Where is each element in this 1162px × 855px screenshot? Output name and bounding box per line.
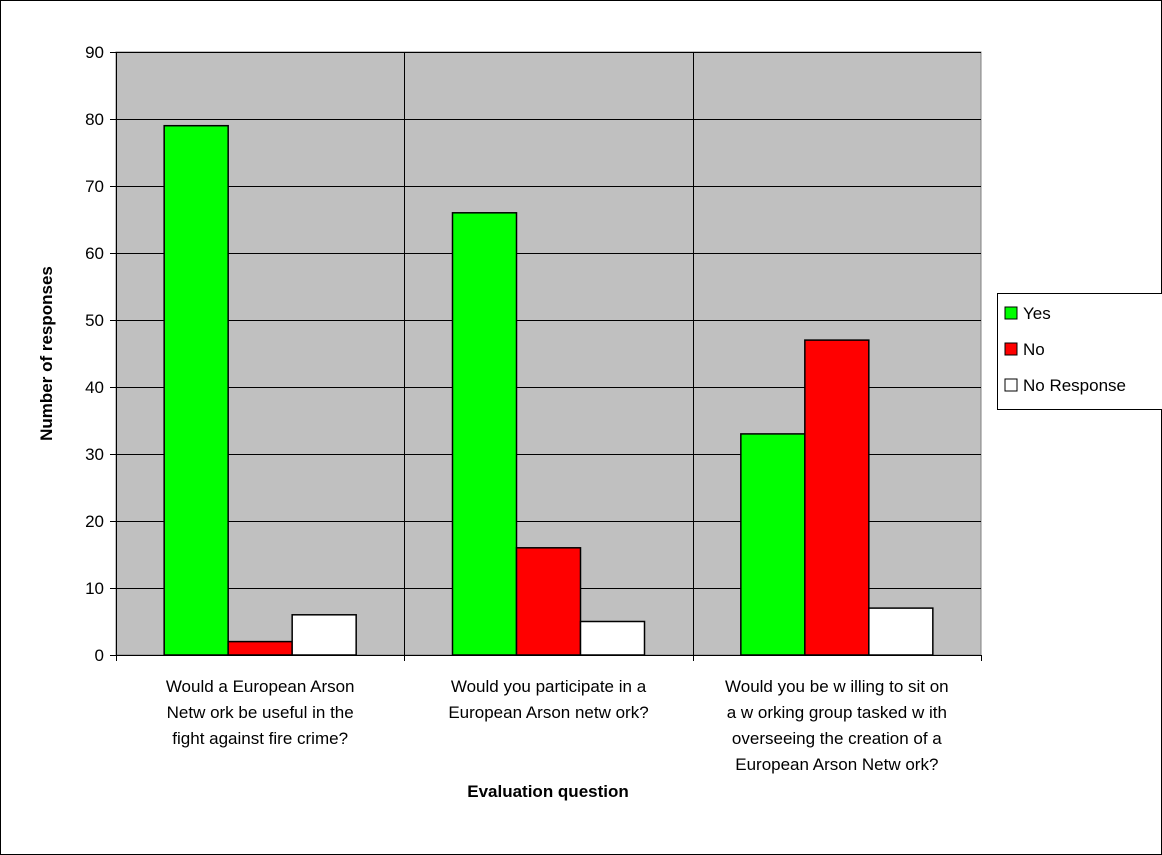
bars [163, 124, 934, 656]
y-tick-label: 80 [85, 110, 104, 129]
x-category-label-line: overseeing the creation of a [732, 729, 942, 748]
bar-no-response-3 [868, 607, 934, 656]
x-category-label: Would you participate in a European Arson… [448, 677, 648, 722]
legend-label: No [1023, 340, 1045, 359]
y-tick-label: 20 [85, 512, 104, 531]
legend-swatch [1004, 378, 1018, 392]
x-category-label-line: Would you be w illing to sit on [725, 677, 949, 696]
y-tick-label: 10 [85, 579, 104, 598]
x-category-label-line: Netw ork be useful in the [167, 703, 354, 722]
legend-swatch [1004, 306, 1018, 320]
y-tick-label: 60 [85, 244, 104, 263]
legend: Yes No No Response [997, 293, 1162, 410]
y-tick-label: 70 [85, 177, 104, 196]
x-category-label-line: European Arson netw ork? [448, 703, 648, 722]
legend-box [997, 293, 1162, 410]
x-axis-title: Evaluation question [467, 782, 629, 801]
y-tick-label: 30 [85, 445, 104, 464]
y-tick-labels: 0 10 20 30 40 50 60 70 80 90 [85, 43, 104, 665]
bar-no-1 [227, 640, 293, 656]
y-tick-label: 0 [95, 646, 104, 665]
x-category-label-line: a w orking group tasked w ith [727, 703, 947, 722]
y-tick-label: 50 [85, 311, 104, 330]
bar-no-response-1 [291, 614, 357, 656]
bar-yes-1 [163, 124, 229, 656]
bar-yes-3 [740, 433, 806, 656]
legend-label: No Response [1023, 376, 1126, 395]
axes [110, 52, 982, 661]
legend-label: Yes [1023, 304, 1051, 323]
x-category-label-line: Would a European Arson [166, 677, 355, 696]
legend-swatch [1004, 342, 1018, 356]
y-tick-label: 90 [85, 43, 104, 62]
x-category-label: Would you be w illing to sit on a w orkin… [725, 677, 949, 774]
bar-no-2 [515, 547, 582, 656]
x-category-label-line: Would you participate in a [451, 677, 647, 696]
bar-no-3 [804, 339, 870, 656]
bar-no-response-2 [579, 620, 646, 656]
x-category-labels: Would a European Arson Netw ork be useful… [166, 677, 949, 774]
y-axis-title: Number of responses [37, 266, 56, 441]
x-category-label: Would a European Arson Netw ork be useful… [166, 677, 355, 748]
x-category-label-line: fight against fire crime? [172, 729, 348, 748]
bar-yes-2 [451, 212, 518, 656]
y-tick-label: 40 [85, 378, 104, 397]
x-category-label-line: European Arson Netw ork? [735, 755, 938, 774]
